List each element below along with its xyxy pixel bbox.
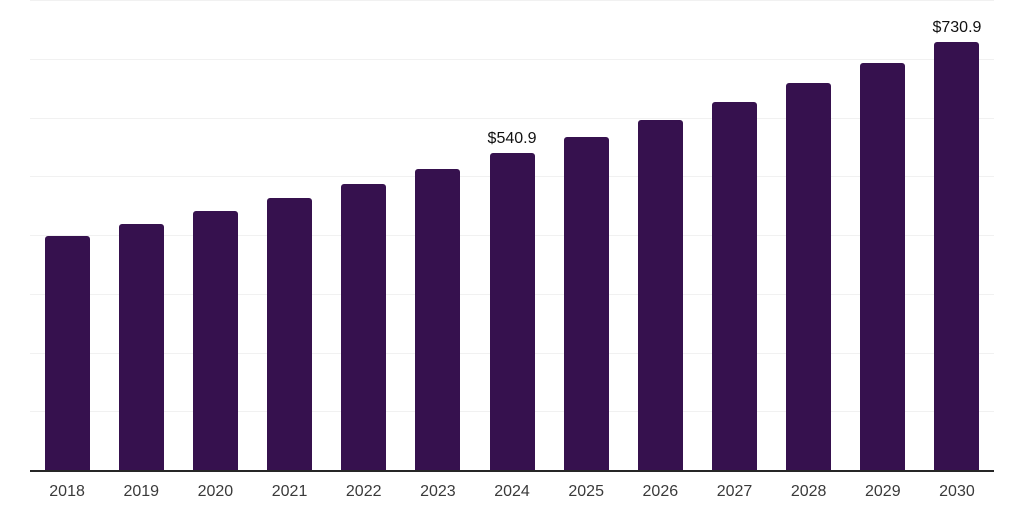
gridline-700 <box>30 58 994 60</box>
bar-group-2020 <box>178 1 252 471</box>
bar-value-label-2030: $730.9 <box>932 18 982 36</box>
x-tick-2020: 2020 <box>197 483 234 500</box>
bar-group-2025 <box>549 1 623 471</box>
bar-2021 <box>267 197 313 471</box>
x-tick-2025: 2025 <box>568 483 604 500</box>
x-axis-line <box>30 470 994 472</box>
x-tick-2024: 2024 <box>494 483 530 500</box>
bar-value-label-2024: $540.9 <box>487 130 537 148</box>
bar-group-2018 <box>30 1 104 471</box>
x-tick-2026: 2026 <box>642 483 679 500</box>
bar-group-2021 <box>252 1 326 471</box>
bar-group-2028 <box>772 1 846 471</box>
x-tick-2018: 2018 <box>49 483 85 500</box>
x-tick-2029: 2029 <box>865 483 901 500</box>
bar-2027 <box>711 101 757 471</box>
bar-2023 <box>415 168 461 471</box>
bar-group-2022 <box>327 1 401 471</box>
x-tick-2019: 2019 <box>123 483 160 500</box>
bar-2025 <box>563 136 609 471</box>
bar-2024: $540.9 <box>488 131 536 471</box>
bar-group-2026 <box>623 1 697 471</box>
bar-2028 <box>786 82 832 471</box>
x-axis-labels: 2018 2019 2020 2021 2022 2023 2024 2025 2026 2027… <box>30 482 994 501</box>
bar-2026 <box>637 119 683 471</box>
x-tick-2021: 2021 <box>271 483 308 500</box>
x-tick-2028: 2028 <box>790 483 827 500</box>
gridline-600 <box>30 117 994 119</box>
x-tick-2030: 2030 <box>939 483 975 500</box>
bar-group-2019 <box>104 1 178 471</box>
bar-2019 <box>118 223 164 471</box>
bar-2029 <box>860 62 906 471</box>
bar-group-2023 <box>401 1 475 471</box>
bars-layer: $540.9 $730.9 <box>30 1 994 471</box>
bar-group-2030: $730.9 <box>920 1 994 471</box>
bar-2018 <box>44 235 90 471</box>
x-tick-2027: 2027 <box>716 483 753 500</box>
x-tick-2023: 2023 <box>420 483 456 500</box>
plot-area: $540.9 $730.9 <box>30 0 994 471</box>
bar-2022 <box>341 183 387 471</box>
gridline-800 <box>30 0 994 1</box>
bar-2020 <box>192 210 238 471</box>
x-tick-2022: 2022 <box>345 483 382 500</box>
bar-2030: $730.9 <box>932 19 981 471</box>
bar-group-2024: $540.9 <box>475 1 549 471</box>
bar-group-2029 <box>846 1 920 471</box>
bar-group-2027 <box>697 1 771 471</box>
